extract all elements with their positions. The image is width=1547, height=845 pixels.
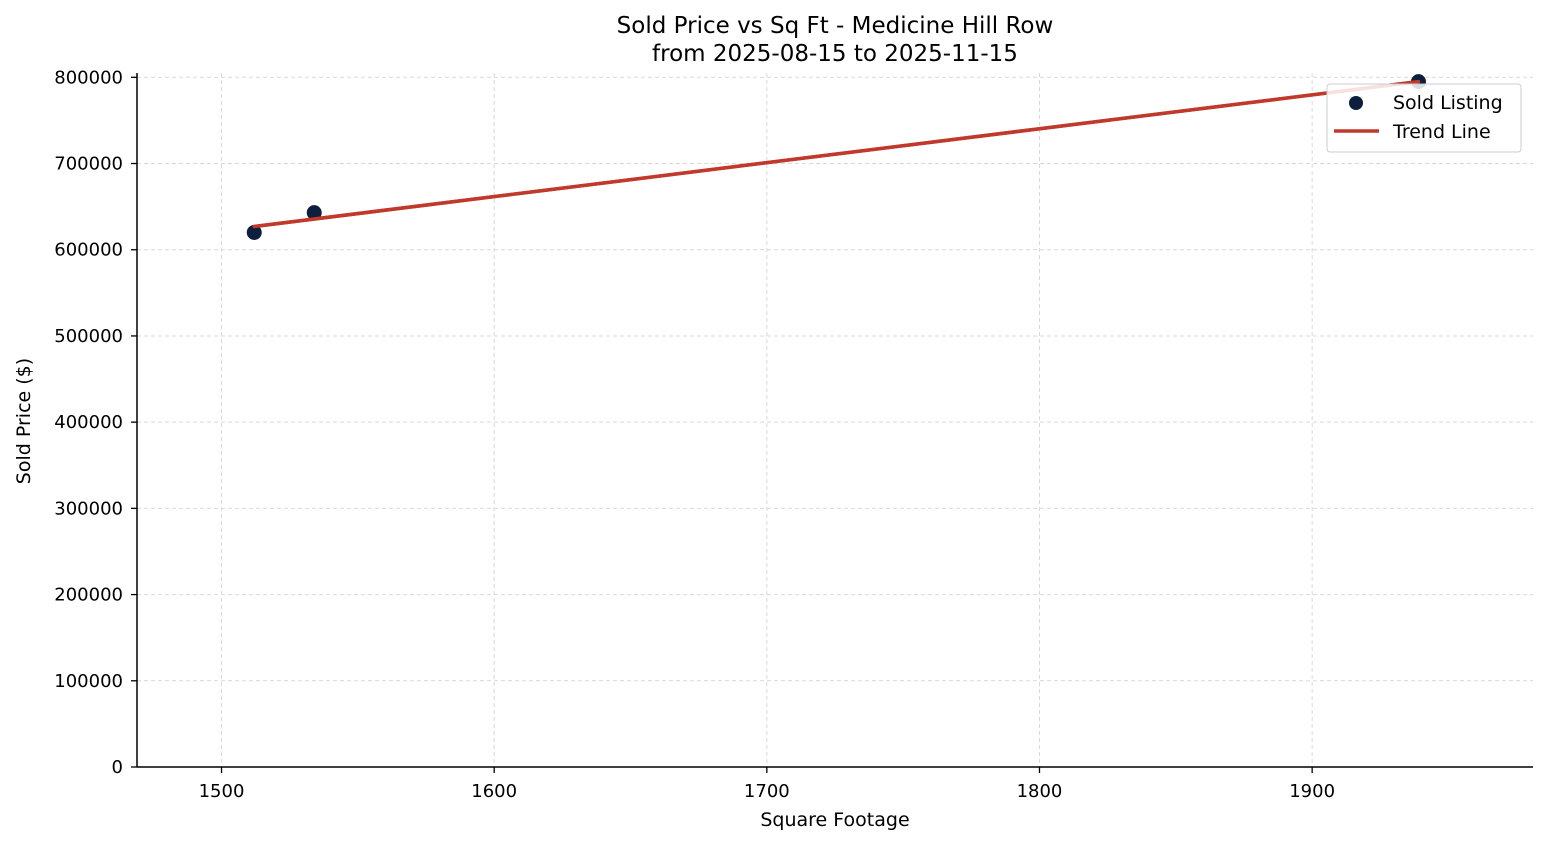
y-tick-label: 200000 xyxy=(54,585,123,606)
x-ticks: 1500 1600 1700 1800 1900 xyxy=(199,767,1335,802)
legend-box xyxy=(1326,83,1522,153)
y-tick-label: 400000 xyxy=(54,412,123,433)
legend: Sold Listing Trend Line xyxy=(1326,83,1522,153)
chart-subtitle: from 2025-08-15 to 2025-11-15 xyxy=(652,41,1018,67)
series xyxy=(246,74,1426,240)
legend-label-trend-line: Trend Line xyxy=(1392,121,1491,143)
y-tick-label: 500000 xyxy=(54,326,123,347)
grid xyxy=(137,73,1533,767)
y-tick-label: 600000 xyxy=(54,240,123,261)
x-tick-label: 1600 xyxy=(471,781,517,802)
x-tick-label: 1900 xyxy=(1289,781,1335,802)
data-point xyxy=(246,224,262,240)
trend-line-overlay xyxy=(252,79,1421,229)
x-tick-label: 1500 xyxy=(199,781,245,802)
legend-marker-sold-listing xyxy=(1349,96,1363,110)
axes xyxy=(136,73,1533,768)
y-tick-label: 0 xyxy=(112,757,123,778)
y-tick-label: 100000 xyxy=(54,671,123,692)
chart-title: Sold Price vs Sq Ft - Medicine Hill Row xyxy=(617,13,1054,39)
y-tick-label: 800000 xyxy=(54,67,123,88)
x-tick-label: 1700 xyxy=(744,781,790,802)
y-tick-label: 700000 xyxy=(54,154,123,175)
legend-label-sold-listing: Sold Listing xyxy=(1393,92,1503,114)
data-point xyxy=(306,205,322,221)
x-tick-label: 1800 xyxy=(1017,781,1063,802)
y-ticks: 0 100000 200000 300000 400000 500000 600000 700… xyxy=(54,67,137,778)
y-axis-label: Sold Price ($) xyxy=(13,358,35,484)
y-tick-label: 300000 xyxy=(54,498,123,519)
x-axis-label: Square Footage xyxy=(760,809,909,831)
